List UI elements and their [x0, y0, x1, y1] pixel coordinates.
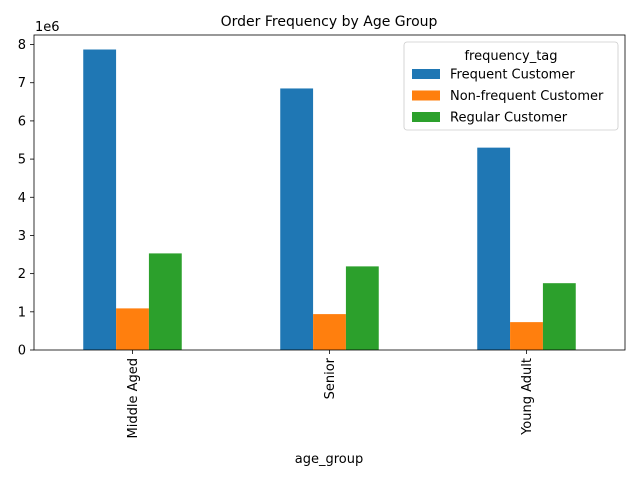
legend-label: Non-frequent Customer — [450, 89, 604, 104]
y-axis-ticks: 0 1 2 3 4 5 6 7 8 — [18, 38, 34, 359]
x-tick-label: Middle Aged — [126, 358, 141, 438]
bar — [542, 283, 576, 350]
bar — [510, 322, 543, 350]
legend-swatch — [412, 69, 440, 79]
y-tick-label: 4 — [18, 191, 26, 206]
x-axis-ticks: Middle Aged Senior Young Adult — [126, 350, 535, 438]
y-tick-label: 3 — [18, 229, 26, 244]
legend-items: Frequent Customer Non-frequent Customer Re… — [412, 68, 604, 126]
y-axis-offset-label: 1e6 — [35, 20, 60, 35]
y-tick-label: 6 — [18, 114, 26, 129]
bar — [477, 147, 511, 350]
bars-group — [83, 49, 576, 351]
x-tick-label: Senior — [323, 357, 338, 399]
y-tick-label: 8 — [18, 38, 26, 53]
y-tick-label: 0 — [18, 344, 26, 359]
bar — [116, 308, 149, 350]
bar — [345, 266, 379, 350]
x-tick-label: Young Adult — [520, 358, 535, 436]
legend-label: Regular Customer — [450, 111, 568, 126]
legend-swatch — [412, 90, 440, 101]
y-tick-label: 5 — [18, 153, 26, 168]
chart-title: Order Frequency by Age Group — [221, 14, 438, 30]
legend-swatch — [412, 112, 440, 122]
plot-frame — [33, 34, 626, 351]
x-axis-label: age_group — [295, 452, 363, 467]
legend: frequency_tag Frequent Customer Non-frequ… — [403, 41, 619, 131]
legend-box — [403, 41, 619, 131]
y-tick-label: 2 — [18, 267, 26, 282]
legend-title: frequency_tag — [464, 49, 557, 64]
legend-label: Frequent Customer — [450, 68, 575, 83]
y-tick-label: 1 — [18, 305, 26, 320]
bar — [148, 253, 182, 350]
bar — [280, 88, 314, 351]
bar — [313, 314, 346, 350]
y-tick-label: 7 — [18, 76, 26, 91]
bar — [83, 49, 117, 350]
